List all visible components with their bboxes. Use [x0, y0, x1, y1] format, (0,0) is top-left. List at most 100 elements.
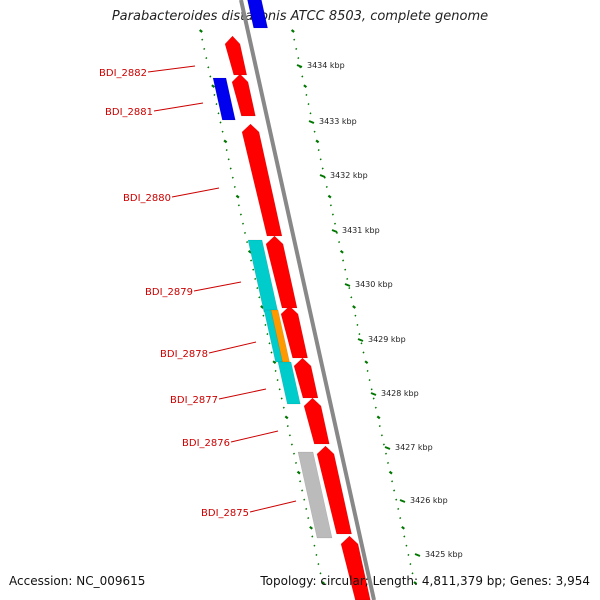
outer-ring-tick [378, 425, 381, 428]
inner-ring-tick [292, 452, 296, 455]
gene-label[interactable]: BDI_2881 [105, 107, 153, 118]
inner-ring-tick [258, 296, 261, 299]
outer-ring-tick [401, 525, 405, 530]
forward-gene-arrow[interactable] [241, 123, 283, 237]
forward-gene-arrow[interactable] [293, 357, 319, 399]
ruler-major-tick [319, 174, 326, 178]
outer-ring-tick [307, 103, 310, 106]
kbp-label: 3426 kbp [410, 496, 448, 505]
inner-ring-tick [284, 415, 289, 420]
reverse-gene-block[interactable] [247, 0, 268, 29]
inner-ring-tick [235, 194, 240, 199]
outer-ring-tick [321, 167, 324, 170]
outer-ring-tick [342, 259, 345, 262]
inner-ring-tick [311, 535, 314, 538]
outer-ring-tick [393, 489, 396, 492]
gene-leader-line [218, 388, 267, 400]
inner-ring-tick [217, 112, 220, 115]
inner-ring-tick [237, 204, 240, 207]
inner-ring-tick [241, 222, 245, 225]
outer-ring-tick [319, 158, 322, 161]
kbp-ruler-labels: 3434 kbp 3433 kbp 3432 kbp 3431 kbp 3430 kbp… [296, 61, 463, 559]
kbp-label: 3430 kbp [355, 280, 393, 289]
kbp-label: 3425 kbp [425, 550, 463, 559]
inner-ring-tick [276, 379, 279, 382]
ruler-major-tick [344, 283, 351, 287]
gene-label[interactable]: BDI_2876 [182, 438, 230, 449]
gene-leader-line [249, 500, 297, 513]
inner-tick-ring [199, 29, 326, 585]
forward-gene-arrow[interactable] [224, 35, 248, 76]
gene-label[interactable]: BDI_2875 [201, 508, 249, 519]
ruler-major-tick [370, 392, 377, 396]
gene-leader-line [193, 281, 242, 292]
ruler-major-tick [308, 120, 315, 124]
cyan-feature-block[interactable] [277, 361, 301, 405]
ruler-major-tick [357, 338, 364, 342]
gene-label[interactable]: BDI_2878 [160, 349, 208, 360]
outer-ring-tick [309, 112, 312, 115]
inner-ring-tick [229, 167, 232, 170]
map-title: Parabacteroides distasonis ATCC 8503, co… [111, 9, 489, 24]
genome-summary-text: Topology: circular; Length: 4,811,379 bp… [260, 574, 590, 588]
ruler-major-tick [414, 553, 421, 557]
inner-ring-tick [296, 470, 301, 475]
outer-ring-tick [388, 470, 393, 475]
gene-label[interactable]: BDI_2879 [145, 287, 193, 298]
outer-ring-tick [376, 415, 381, 420]
inner-ring-tick [233, 185, 236, 188]
outer-ring-tick [338, 241, 341, 244]
forward-gene-arrow[interactable] [231, 73, 256, 117]
inner-ring-tick [268, 342, 271, 345]
outer-ring-tick [317, 149, 320, 152]
inner-ring-tick [278, 388, 281, 391]
outer-ring-tick [333, 222, 337, 225]
outer-ring-tick [295, 47, 298, 50]
inner-ring-tick [243, 231, 247, 234]
inner-ring-tick [317, 563, 320, 566]
kbp-label: 3432 kbp [330, 171, 368, 180]
inner-ring-tick [305, 507, 308, 510]
outer-ring-tick [409, 563, 412, 566]
inner-ring-tick [231, 176, 234, 179]
outer-ring-tick [346, 277, 349, 280]
inner-ring-tick [280, 397, 283, 400]
inner-ring-tick [270, 351, 273, 354]
forward-gene-arrow[interactable] [280, 305, 308, 359]
gene-label[interactable]: BDI_2877 [170, 395, 218, 406]
inner-ring-tick [299, 480, 302, 483]
inner-ring-tick [274, 369, 277, 372]
inner-ring-tick [227, 158, 230, 161]
accession-text: Accession: NC_009615 [9, 574, 146, 588]
outer-ring-tick [358, 333, 361, 336]
outer-ring-tick [360, 342, 363, 345]
inner-ring-tick [290, 443, 293, 446]
forward-gene-arrow[interactable] [316, 445, 352, 535]
inner-ring-tick [309, 525, 313, 530]
outer-ring-tick [293, 38, 296, 41]
gene-leader-line [153, 102, 204, 112]
inner-ring-tick [313, 544, 316, 547]
gene-leader-line [147, 65, 196, 73]
outer-ring-tick [397, 507, 400, 510]
gene-features[interactable] [212, 0, 371, 600]
outer-ring-tick [403, 535, 406, 538]
inner-ring-tick [205, 57, 208, 60]
outer-ring-tick [362, 351, 365, 354]
reverse-gene-block[interactable] [212, 77, 236, 121]
gene-label[interactable]: BDI_2882 [99, 68, 147, 79]
inner-ring-tick [246, 241, 249, 244]
forward-gene-arrow[interactable] [303, 397, 330, 445]
outer-ring-tick [356, 323, 359, 326]
forward-gene-arrow[interactable] [340, 535, 371, 600]
outer-ring-tick [411, 572, 414, 575]
inner-ring-tick [272, 360, 277, 365]
outer-ring-tick [339, 249, 344, 254]
ruler-major-tick [331, 229, 338, 233]
gray-feature-block[interactable] [297, 451, 333, 539]
kbp-label: 3429 kbp [368, 335, 406, 344]
inner-ring-tick [207, 66, 210, 69]
inner-ring-tick [264, 323, 267, 326]
gene-label[interactable]: BDI_2880 [123, 193, 171, 204]
